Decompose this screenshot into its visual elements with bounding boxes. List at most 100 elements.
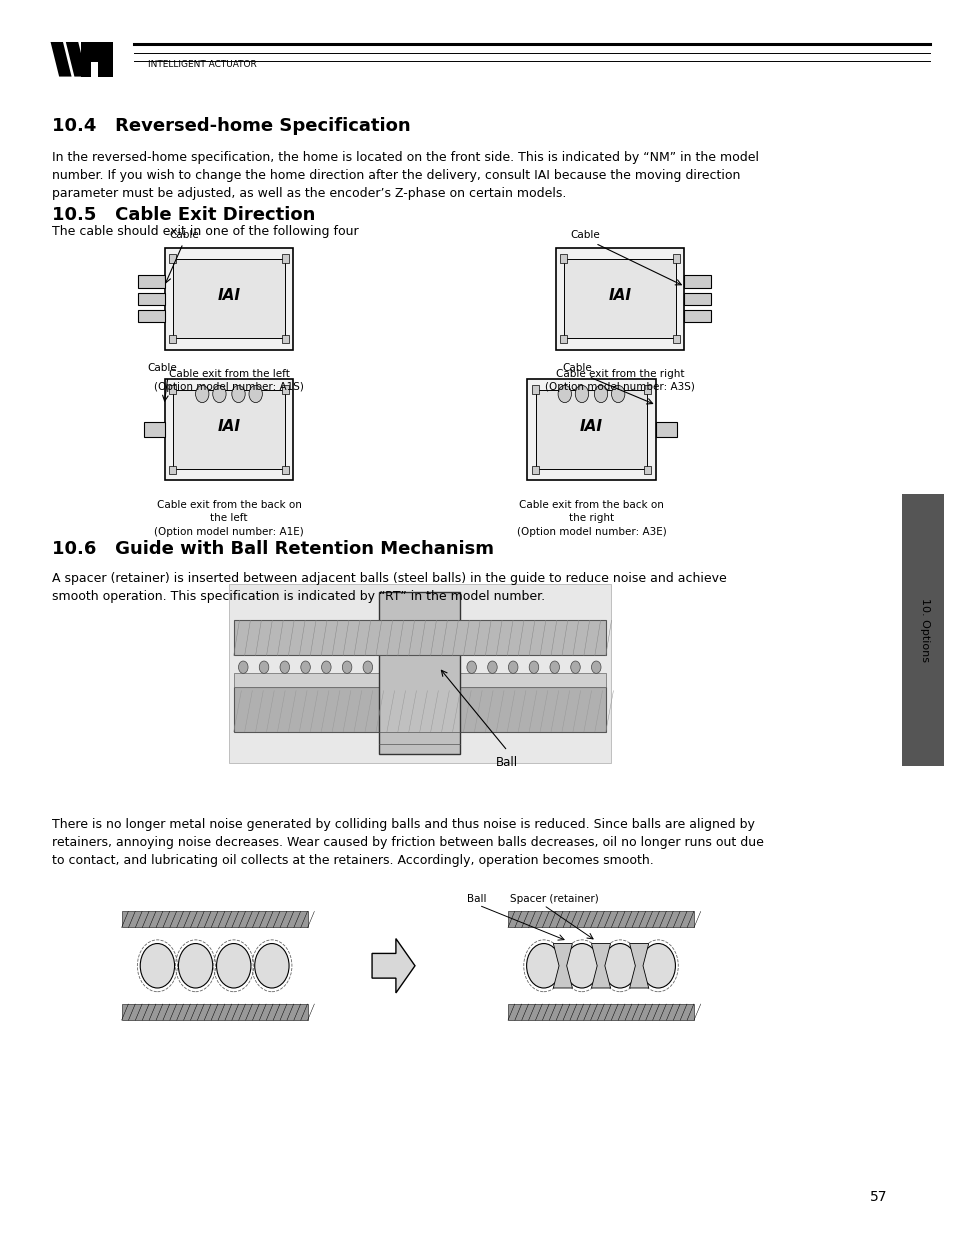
Text: Cable exit from the back on
the right
(Option model number: A3E): Cable exit from the back on the right (O… <box>517 500 665 536</box>
Bar <box>531 466 537 474</box>
Text: IAI: IAI <box>217 419 240 433</box>
Bar <box>164 248 294 350</box>
Circle shape <box>508 661 517 673</box>
Text: IAI: IAI <box>217 288 240 303</box>
Circle shape <box>254 944 289 988</box>
Bar <box>683 275 710 288</box>
Text: The cable should exit in one of the following four: The cable should exit in one of the foll… <box>52 225 358 238</box>
Text: 10.6   Guide with Ball Retention Mechanism: 10.6 Guide with Ball Retention Mechanism <box>52 540 494 558</box>
Text: 10. Options: 10. Options <box>920 598 929 662</box>
Bar <box>137 310 164 322</box>
Bar <box>559 335 566 343</box>
Bar <box>507 911 694 927</box>
Polygon shape <box>553 944 572 988</box>
Circle shape <box>575 385 588 403</box>
Text: 10.4   Reversed-home Specification: 10.4 Reversed-home Specification <box>52 117 411 136</box>
Bar <box>233 687 605 731</box>
Text: Cable exit from the back on
the left
(Option model number: A1E): Cable exit from the back on the left (Op… <box>154 500 303 536</box>
Polygon shape <box>51 42 71 77</box>
Circle shape <box>321 661 331 673</box>
Circle shape <box>640 944 675 988</box>
Bar <box>229 583 610 763</box>
Circle shape <box>238 661 248 673</box>
Bar <box>170 385 175 394</box>
Text: IAI: IAI <box>579 419 602 433</box>
Polygon shape <box>66 42 87 77</box>
Circle shape <box>487 661 497 673</box>
Circle shape <box>195 385 209 403</box>
Bar <box>379 593 459 753</box>
Circle shape <box>300 661 310 673</box>
Bar <box>122 1004 307 1020</box>
Bar <box>555 248 683 350</box>
Bar <box>655 422 677 437</box>
Circle shape <box>529 661 538 673</box>
Bar <box>563 259 675 338</box>
Bar <box>170 466 175 474</box>
Bar <box>143 422 164 437</box>
Bar <box>281 385 288 394</box>
Polygon shape <box>591 944 610 988</box>
Bar <box>170 254 175 263</box>
Text: 10.5   Cable Exit Direction: 10.5 Cable Exit Direction <box>52 206 315 225</box>
Bar <box>683 293 710 305</box>
Text: INTELLIGENT ACTUATOR: INTELLIGENT ACTUATOR <box>148 59 256 69</box>
Bar <box>281 335 288 343</box>
Bar <box>531 385 537 394</box>
Text: Cable: Cable <box>148 363 177 373</box>
Text: Ball: Ball <box>496 756 517 769</box>
Text: 57: 57 <box>869 1191 886 1204</box>
Text: IAI: IAI <box>608 288 631 303</box>
Bar <box>559 254 566 263</box>
Circle shape <box>216 944 251 988</box>
Text: There is no longer metal noise generated by colliding balls and thus noise is re: There is no longer metal noise generated… <box>52 818 763 867</box>
Bar <box>233 673 605 687</box>
Bar <box>281 466 288 474</box>
Circle shape <box>140 944 174 988</box>
Circle shape <box>342 661 352 673</box>
Circle shape <box>602 944 637 988</box>
Bar <box>901 494 943 766</box>
Bar <box>281 254 288 263</box>
Circle shape <box>280 661 290 673</box>
Bar <box>507 1004 694 1020</box>
Circle shape <box>213 385 226 403</box>
Text: A spacer (retainer) is inserted between adjacent balls (steel balls) in the guid: A spacer (retainer) is inserted between … <box>52 572 726 603</box>
Circle shape <box>259 661 269 673</box>
Circle shape <box>526 944 560 988</box>
Bar <box>644 385 650 394</box>
Circle shape <box>611 385 624 403</box>
Circle shape <box>446 661 456 673</box>
Bar <box>526 379 655 480</box>
Circle shape <box>591 661 600 673</box>
Text: Spacer (retainer): Spacer (retainer) <box>510 894 598 904</box>
Circle shape <box>549 661 558 673</box>
Text: In the reversed-home specification, the home is located on the front side. This : In the reversed-home specification, the … <box>52 151 759 200</box>
Circle shape <box>564 944 598 988</box>
Bar <box>683 310 710 322</box>
Bar <box>164 379 294 480</box>
Text: Cable: Cable <box>570 230 599 240</box>
Circle shape <box>404 661 414 673</box>
Bar <box>536 390 646 469</box>
Text: Cable exit from the left
(Option model number: A1S): Cable exit from the left (Option model n… <box>153 369 304 393</box>
Text: Cable exit from the right
(Option model number: A3S): Cable exit from the right (Option model … <box>544 369 695 393</box>
Bar <box>233 620 605 656</box>
Circle shape <box>178 944 213 988</box>
Circle shape <box>249 385 262 403</box>
Bar <box>644 466 650 474</box>
Bar <box>170 335 175 343</box>
Bar <box>173 259 284 338</box>
Bar <box>173 390 284 469</box>
Circle shape <box>363 661 373 673</box>
Circle shape <box>383 661 393 673</box>
Bar <box>137 293 164 305</box>
Circle shape <box>466 661 476 673</box>
Circle shape <box>425 661 435 673</box>
Polygon shape <box>629 944 648 988</box>
Bar <box>672 335 679 343</box>
Bar <box>122 911 307 927</box>
Bar <box>672 254 679 263</box>
Text: Cable: Cable <box>170 230 199 240</box>
Circle shape <box>594 385 607 403</box>
